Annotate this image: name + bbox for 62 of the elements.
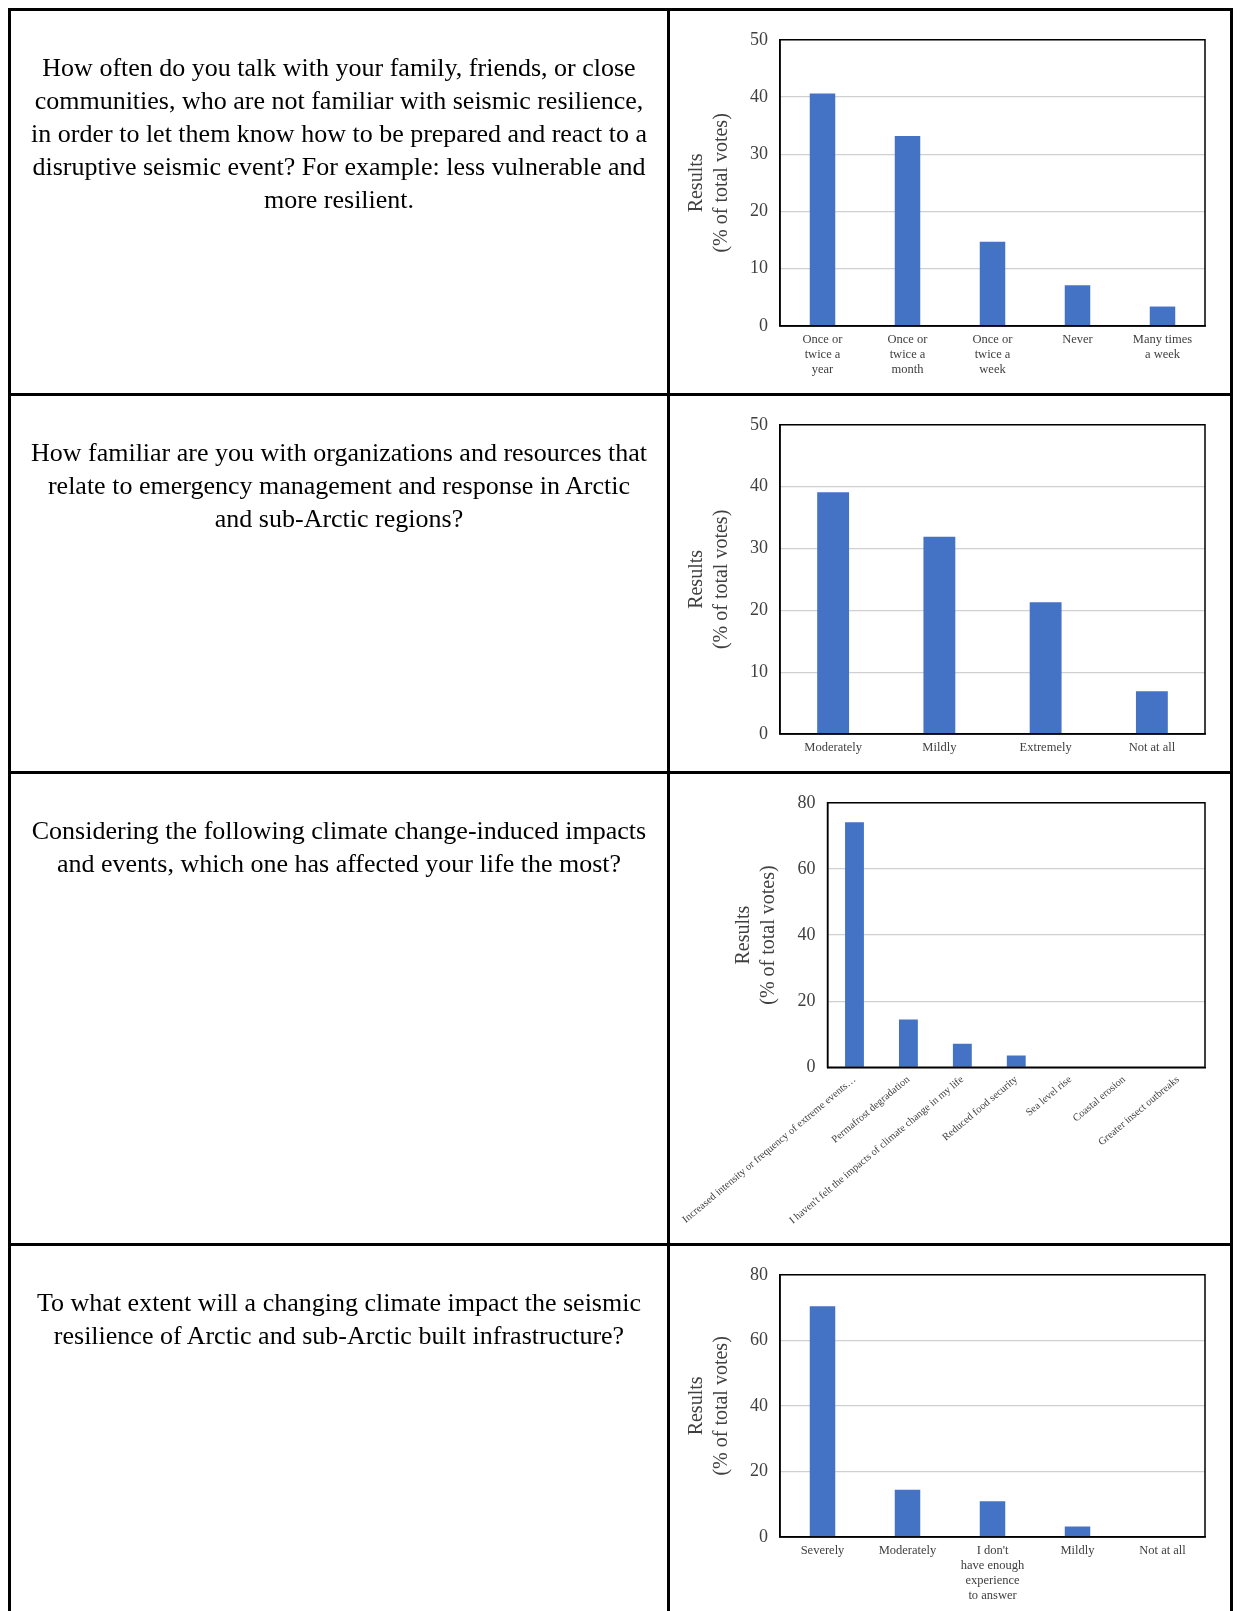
bar xyxy=(1149,306,1176,326)
x-tick-label: Not at all xyxy=(1139,1542,1187,1557)
x-tick-label: I don't have enough experience to answer xyxy=(960,1542,1025,1602)
y-tick-label: 40 xyxy=(750,85,768,106)
y-axis-title: Results (% of total votes) xyxy=(683,509,732,650)
y-tick-label: 80 xyxy=(797,791,816,812)
bar xyxy=(817,492,850,734)
x-tick-label: Once or twice a year xyxy=(802,331,844,376)
x-tick-label: Severely xyxy=(800,1542,846,1557)
text: To what extent will a changing climate impact the seismic resilience of Arctic and sub-Arctic built infrastructure? xyxy=(36,1287,642,1352)
y-tick-label: 30 xyxy=(750,537,768,558)
x-tick-label: Sea level rise xyxy=(1023,1073,1074,1118)
y-tick-label: 10 xyxy=(750,660,768,681)
y-tick-label: 20 xyxy=(750,599,768,620)
y-tick-label: 50 xyxy=(750,28,768,49)
bar xyxy=(979,241,1006,326)
y-tick-label: 10 xyxy=(750,257,768,278)
x-tick-label: Moderately xyxy=(878,1542,938,1557)
text: How often do you talk with your family, friends, or close communities, who are not familiar with seismic resilience, in order to let them know how to be prepared and react to a disruptive seismic event? For example: less vulnerable and more resilient. xyxy=(30,52,648,217)
y-tick-label: 0 xyxy=(759,314,768,335)
y-tick-label: 40 xyxy=(750,1394,768,1415)
y-tick-label: 0 xyxy=(759,722,768,743)
x-tick-label: Mildly xyxy=(922,739,958,754)
bar xyxy=(1006,1055,1026,1067)
bar xyxy=(894,1489,921,1537)
y-axis-title: Results (% of total votes) xyxy=(683,113,732,253)
x-tick-label: Not at all xyxy=(1128,739,1176,754)
y-tick-label: 40 xyxy=(797,923,816,944)
y-tick-label: 80 xyxy=(750,1263,768,1284)
y-tick-label: 40 xyxy=(750,475,768,496)
text: Considering the following climate change-induced impacts and events, which one has affected your life the most? xyxy=(30,815,648,880)
text: How familiar are you with organizations and resources that relate to emergency management and response in Arctic and sub-Arctic regions? xyxy=(29,437,649,536)
x-tick-label: Once or twice a week xyxy=(972,331,1014,376)
bar xyxy=(894,135,921,326)
bar xyxy=(1064,285,1091,326)
y-tick-label: 20 xyxy=(797,989,816,1010)
y-tick-label: 30 xyxy=(750,143,768,164)
y-axis-title: Results (% of total votes) xyxy=(683,1336,732,1476)
y-axis-title: Results (% of total votes) xyxy=(731,865,780,1005)
bar xyxy=(1029,602,1062,734)
y-tick-label: 60 xyxy=(750,1329,768,1350)
bar xyxy=(809,1306,836,1537)
bar xyxy=(1064,1526,1091,1537)
y-tick-label: 0 xyxy=(759,1525,768,1546)
y-tick-label: 0 xyxy=(806,1056,816,1077)
bar xyxy=(952,1043,972,1067)
y-tick-label: 50 xyxy=(750,413,768,434)
bar xyxy=(809,93,836,326)
y-tick-label: 20 xyxy=(750,1460,768,1481)
y-tick-label: 20 xyxy=(750,200,768,221)
x-tick-label: Moderately xyxy=(804,739,863,754)
bar xyxy=(898,1019,918,1067)
x-tick-label: Never xyxy=(1062,331,1094,346)
bar xyxy=(923,536,956,734)
bar xyxy=(845,822,864,1067)
x-tick-label: Mildly xyxy=(1060,1542,1096,1557)
bar xyxy=(1135,691,1168,734)
x-tick-label: Extremely xyxy=(1019,739,1073,754)
y-tick-label: 60 xyxy=(797,857,816,878)
x-tick-label: Many times a week xyxy=(1132,331,1193,361)
x-tick-label: Once or twice a month xyxy=(887,331,929,376)
bar xyxy=(979,1501,1006,1537)
